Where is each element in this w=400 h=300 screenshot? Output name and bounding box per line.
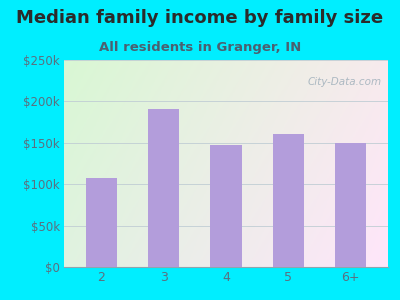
- Text: City-Data.com: City-Data.com: [307, 76, 382, 87]
- Bar: [335, 143, 366, 267]
- Text: Median family income by family size: Median family income by family size: [16, 9, 384, 27]
- Bar: [86, 178, 117, 267]
- Bar: [148, 109, 179, 267]
- Bar: [273, 134, 304, 267]
- Text: All residents in Granger, IN: All residents in Granger, IN: [99, 40, 301, 53]
- Bar: [210, 145, 242, 267]
